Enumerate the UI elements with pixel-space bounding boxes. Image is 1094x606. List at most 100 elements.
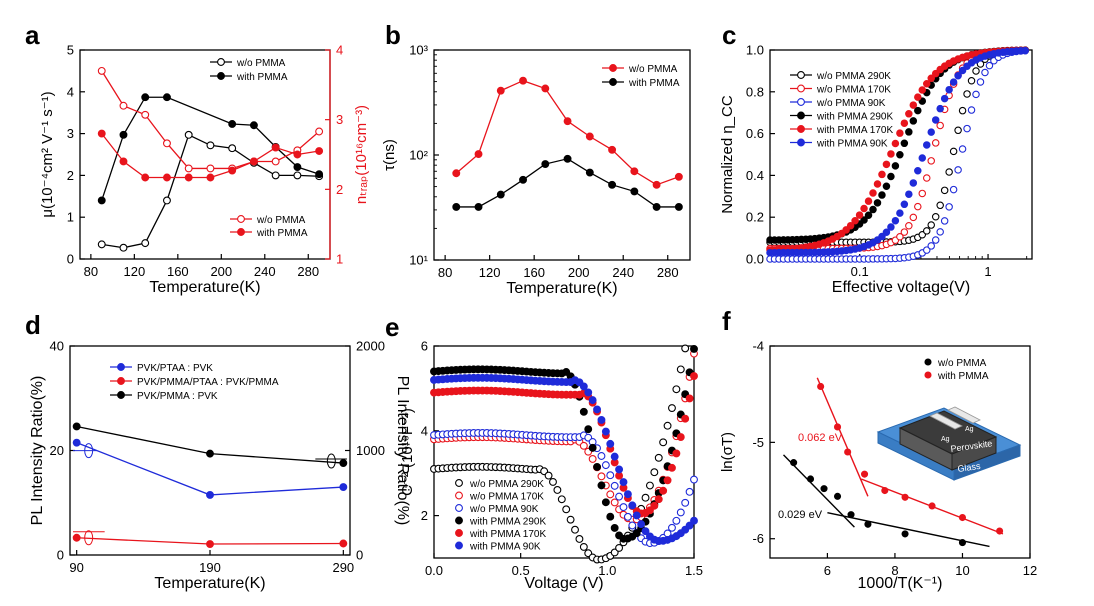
panel-c-point — [887, 223, 895, 231]
panel-d-ytick-right-label: 0 — [356, 548, 363, 563]
panel-f-inset-electrode-2 — [947, 406, 981, 424]
panel-b-series-line — [455, 80, 680, 186]
panel-c-legend-5-marker — [797, 138, 805, 147]
panel-e-point — [663, 421, 672, 430]
panel-c-legend-2-label: w/o PMMA 90K — [816, 98, 886, 109]
panel-c-point — [909, 101, 918, 109]
panel-c-point — [860, 216, 868, 224]
panel-c-point — [900, 119, 909, 127]
panel-c-point — [873, 180, 882, 188]
panel-b-point — [585, 168, 594, 177]
panel-e-point — [619, 478, 628, 487]
panel-c-ytick-label: 0.2 — [746, 210, 764, 225]
panel-f-legend-marker-0 — [924, 358, 932, 366]
panel-e-point — [681, 414, 690, 423]
panel-label-f: f — [722, 306, 731, 336]
panel-e-point — [601, 498, 610, 507]
panel-a-point — [293, 163, 302, 171]
panel-a-point — [97, 196, 106, 205]
panel-c-point — [927, 74, 935, 83]
panel-c-point — [958, 66, 967, 75]
panel-b-xtick-label: 240 — [612, 265, 634, 280]
panel-b-xtick-label: 80 — [438, 265, 452, 280]
panel-a-point — [228, 144, 237, 153]
panel-e-point — [654, 495, 663, 504]
panel-c-point — [922, 246, 931, 254]
panel-e-legend-label: w/o PMMA 170K — [469, 492, 544, 503]
panel-f-ytick-label: -6 — [752, 531, 764, 546]
panel-e-point — [623, 490, 632, 499]
panel-e-legend-marker — [455, 491, 463, 500]
panel-e-point — [685, 394, 694, 403]
panel-e-point — [579, 543, 588, 551]
panel-a-point — [206, 141, 215, 150]
panel-a-point — [141, 173, 150, 182]
panel-b-xtick-label: 160 — [523, 265, 545, 280]
panel-c-point — [914, 106, 922, 115]
panel-label-e: e — [385, 312, 399, 342]
panel-f-xlabel: 1000/T(K⁻¹) — [858, 575, 943, 592]
panel-f-inset-perovskite-side — [951, 436, 997, 471]
panel-e-point — [575, 535, 584, 543]
panel-c-point — [869, 189, 877, 197]
panel-c-point — [949, 147, 958, 156]
panel-f-point — [833, 492, 842, 500]
panel-e-point — [562, 505, 571, 514]
panel-f-point — [996, 527, 1004, 535]
panel-f-point — [901, 530, 909, 538]
panel-e-point — [659, 438, 668, 447]
panel-c-point — [954, 126, 962, 135]
panel-f-ytick-label: -4 — [752, 339, 764, 354]
panel-a-xtick-label: 240 — [254, 264, 276, 279]
panel-f-point — [860, 470, 869, 478]
panel-f-chart: 6 8 10 12 -4 -5 -6 1000/T(K⁻¹) ln(σT) 0.062 eV 0.0… — [719, 339, 1037, 593]
panel-b-ylabel: τ(ns) — [381, 139, 398, 171]
panel-c-point — [922, 174, 931, 182]
panel-b-point — [496, 86, 505, 95]
panel-e-point — [615, 543, 624, 552]
panel-c-legend-4-marker — [797, 125, 805, 133]
panel-f-xtick-label: 8 — [891, 563, 898, 578]
panel-a-point — [228, 120, 237, 128]
panel-c-point — [922, 227, 931, 235]
panel-e-point — [619, 503, 628, 512]
panel-c-point — [896, 150, 904, 159]
panel-c-legend-5-label: with PMMA 90K — [816, 139, 888, 150]
panel-label-d: d — [25, 310, 41, 340]
panel-a-ytick-label: 3 — [67, 126, 74, 141]
panel-d-legend-2-label: PVK/PMMA : PVK — [137, 391, 218, 402]
panel-e-point — [597, 481, 606, 490]
panel-d-legend-0-marker — [117, 363, 125, 371]
panel-c-point — [976, 78, 985, 86]
panel-d-legend-0-label: PVK/PTAA : PVK — [137, 363, 213, 374]
panel-f-inset-electrode-1 — [929, 412, 963, 430]
panel-b-point — [652, 203, 661, 211]
panel-e-point — [668, 404, 676, 412]
panel-e-point — [610, 481, 619, 490]
panel-c-point — [896, 209, 904, 217]
panel-a-point — [119, 130, 128, 139]
panel-f-inset-glass-label: Glass — [957, 461, 982, 474]
panel-a-point — [315, 147, 324, 155]
panel-e-ytick-label: 2 — [421, 508, 428, 523]
panel-c-point — [909, 213, 918, 222]
panel-a-chart: 80 120 160 200 240 280 0 1 2 3 4 5 1 2 3 4 Temperature(K… — [39, 43, 370, 297]
panel-a-legend-top-1-marker — [217, 72, 225, 80]
panel-c-point — [905, 128, 913, 136]
panel-a-point — [249, 121, 258, 130]
panel-e-point — [579, 382, 588, 391]
panel-a-series-line — [101, 70, 320, 170]
panel-a-legend-bottom-0-marker — [237, 215, 245, 223]
panel-e-point — [681, 498, 690, 507]
panel-c-point — [936, 228, 944, 236]
panel-b-series-line — [456, 158, 679, 208]
panel-c-point — [945, 203, 953, 211]
panel-c-point — [905, 190, 913, 198]
panel-a-point — [141, 239, 150, 248]
panel-c-ylabel: Normalized η_CC — [719, 95, 736, 214]
panel-a-point — [315, 127, 324, 136]
panel-e-point — [681, 344, 690, 353]
panel-e-point — [672, 516, 681, 525]
panel-c-point — [900, 228, 909, 236]
panel-e-point — [628, 521, 637, 530]
